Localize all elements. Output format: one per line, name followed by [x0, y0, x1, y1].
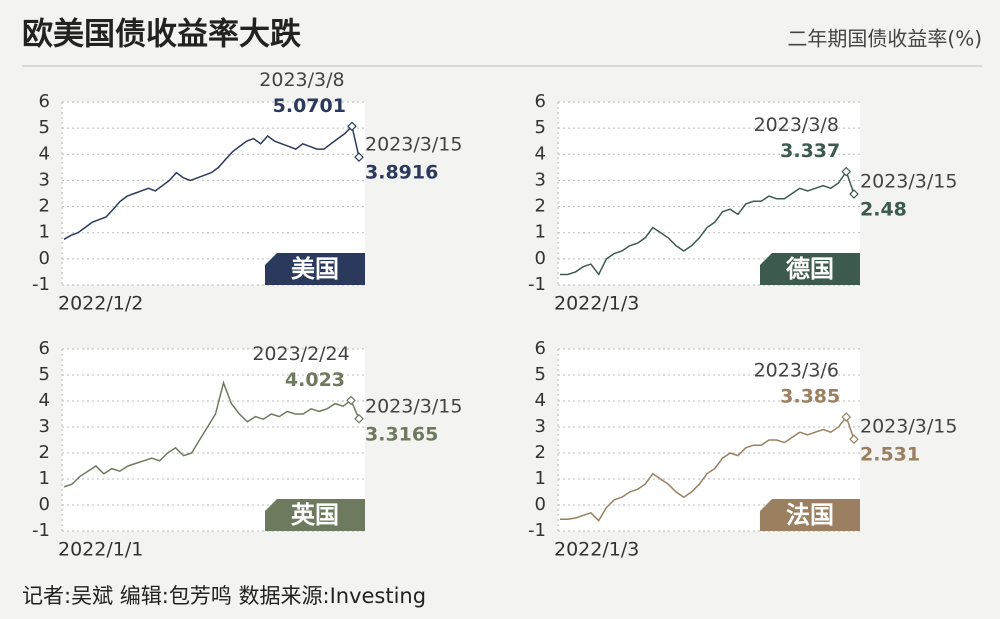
- annotation-date: 2023/3/15: [365, 395, 462, 417]
- y-tick-label: 4: [535, 143, 546, 164]
- yield-line: [63, 380, 360, 488]
- y-tick-label: 5: [535, 117, 546, 138]
- y-tick-label: 3: [39, 416, 50, 437]
- point-marker: [841, 412, 852, 422]
- country-box: [760, 499, 860, 531]
- y-tick-label: 2: [39, 442, 50, 463]
- annotation-value: 2.531: [860, 444, 920, 466]
- y-tick-label: 1: [39, 222, 50, 243]
- country-label: 美国: [291, 255, 339, 283]
- y-tick-label: 5: [39, 364, 50, 385]
- y-tick-label: 4: [39, 143, 50, 164]
- point-marker: [354, 152, 364, 162]
- annotation-value: 3.3165: [365, 423, 438, 445]
- y-tick-label: 2: [535, 196, 546, 217]
- y-tick-label: 4: [39, 390, 50, 411]
- y-tick-label: 2: [39, 196, 50, 217]
- start-date: 2022/1/3: [554, 539, 639, 561]
- unit-label: 二年期国债收益率(%): [787, 27, 982, 51]
- y-tick-label: 3: [535, 169, 546, 190]
- point-marker: [841, 166, 852, 177]
- y-tick-label: -1: [32, 274, 50, 295]
- y-tick-label: 0: [39, 494, 50, 515]
- point-marker: [849, 189, 859, 199]
- y-tick-label: 2: [535, 442, 546, 463]
- yield-line: [63, 124, 360, 240]
- y-tick-label: -1: [528, 274, 546, 295]
- y-tick-label: 6: [39, 338, 50, 359]
- start-date: 2022/1/1: [58, 539, 143, 561]
- y-tick-label: 5: [39, 117, 50, 138]
- y-tick-label: 1: [535, 222, 546, 243]
- y-tick-label: 3: [535, 416, 546, 437]
- country-box: [760, 253, 860, 285]
- country-label: 法国: [786, 501, 834, 529]
- y-tick-label: 3: [39, 169, 50, 190]
- country-label: 德国: [786, 255, 834, 283]
- country-box: [265, 499, 365, 531]
- annotation-date: 2023/2/24: [252, 343, 349, 365]
- start-date: 2022/1/3: [554, 293, 639, 315]
- y-tick-label: 1: [535, 468, 546, 489]
- y-tick-label: 0: [39, 248, 50, 269]
- start-date: 2022/1/2: [58, 293, 143, 315]
- annotation-date: 2023/3/8: [754, 114, 839, 136]
- y-tick-label: -1: [528, 520, 546, 541]
- country-box: [265, 253, 365, 285]
- point-marker: [354, 413, 364, 424]
- y-tick-label: 0: [535, 494, 546, 515]
- y-tick-label: 6: [535, 338, 546, 359]
- annotation-date: 2023/3/15: [860, 416, 957, 438]
- point-marker: [849, 434, 859, 445]
- yield-line: [560, 415, 855, 522]
- annotation-date: 2023/3/6: [754, 359, 839, 381]
- point-marker: [346, 395, 356, 406]
- annotation-date: 2023/3/15: [365, 134, 462, 156]
- annotation-value: 3.8916: [365, 162, 438, 184]
- annotation-value: 3.385: [780, 385, 840, 407]
- annotation-value: 4.023: [285, 369, 345, 391]
- page-title: 欧美国债收益率大跌: [22, 17, 301, 53]
- y-tick-label: 0: [535, 248, 546, 269]
- yield-line: [560, 169, 855, 276]
- point-marker: [347, 121, 357, 132]
- y-tick-label: 6: [535, 91, 546, 112]
- y-tick-label: -1: [32, 520, 50, 541]
- y-tick-label: 4: [535, 390, 546, 411]
- y-tick-label: 1: [39, 468, 50, 489]
- y-tick-label: 5: [535, 364, 546, 385]
- annotation-date: 2023/3/15: [860, 171, 957, 193]
- annotation-value: 2.48: [860, 199, 907, 221]
- country-label: 英国: [291, 501, 339, 529]
- y-tick-label: 6: [39, 91, 50, 112]
- annotation-date: 2023/3/8: [259, 69, 344, 91]
- footer: 记者:吴斌 编辑:包芳鸣 数据来源:Investing: [22, 584, 426, 608]
- annotation-value: 3.337: [780, 140, 840, 162]
- annotation-value: 5.0701: [273, 95, 346, 117]
